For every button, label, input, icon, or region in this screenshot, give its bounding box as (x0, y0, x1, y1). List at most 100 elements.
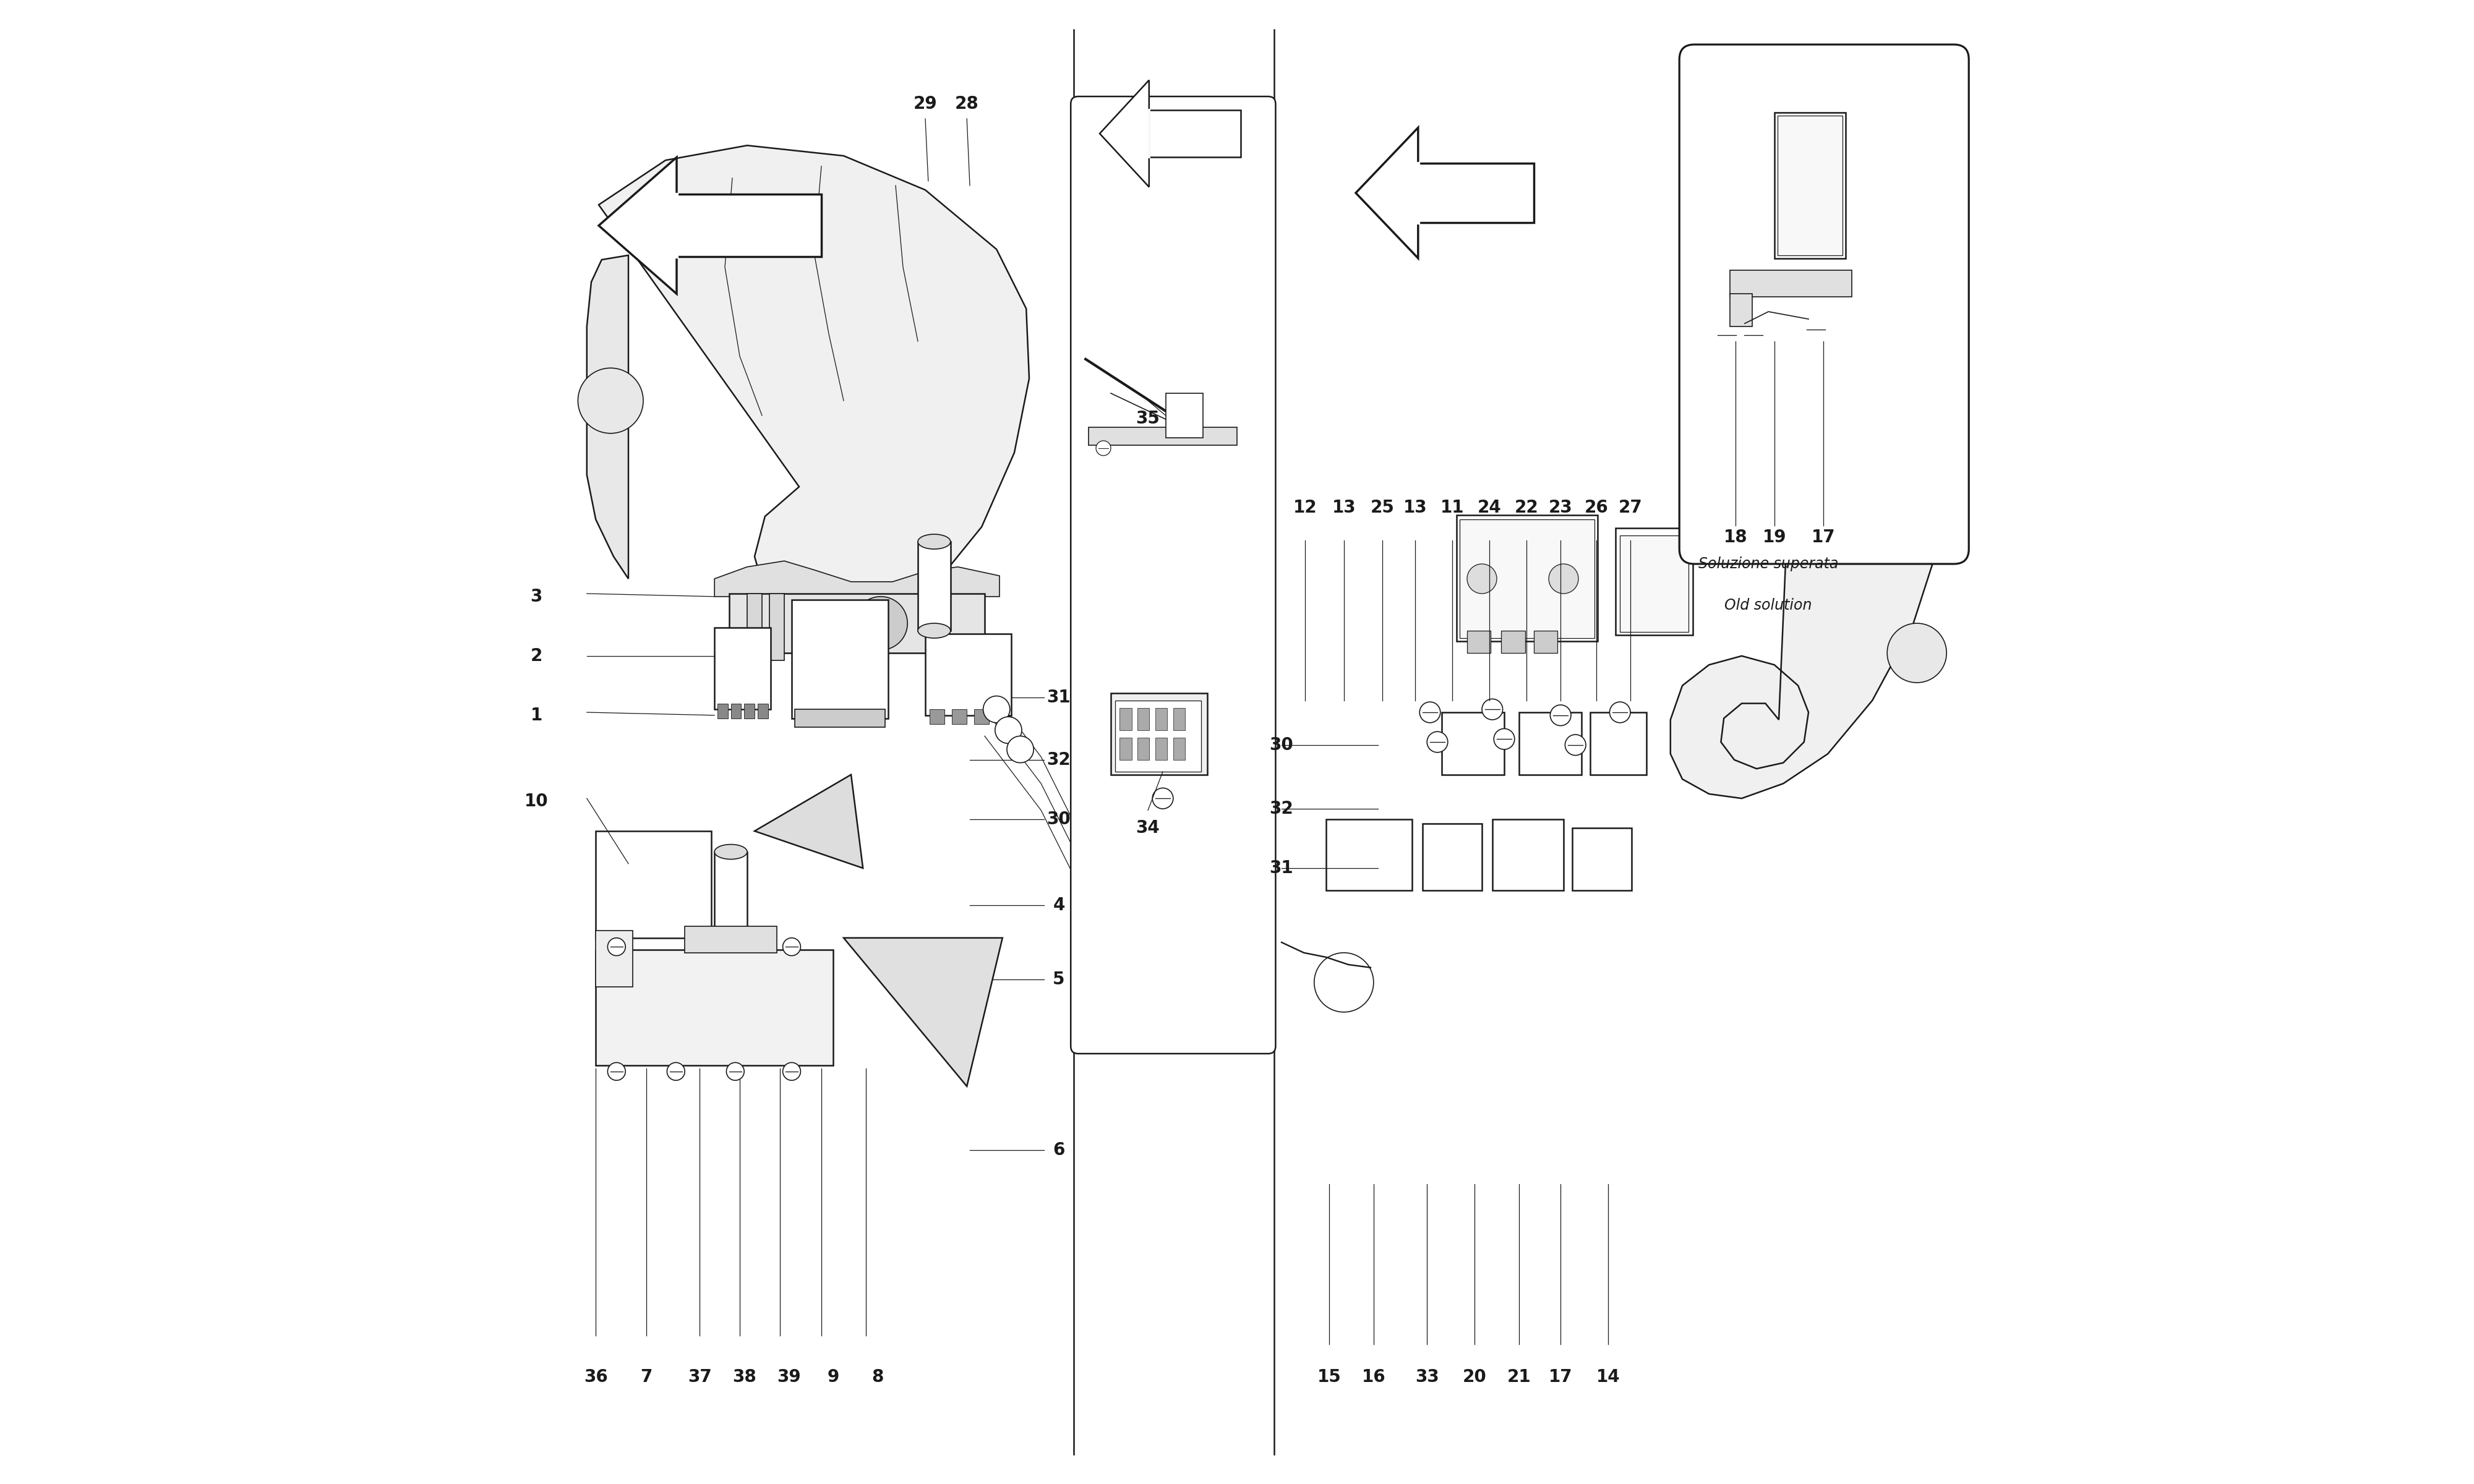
Text: 30: 30 (1269, 736, 1294, 754)
Circle shape (1804, 316, 1828, 343)
Circle shape (854, 597, 908, 650)
Text: 22: 22 (1514, 499, 1539, 516)
Bar (1460, 519, 1596, 638)
Text: 9: 9 (826, 1368, 839, 1386)
Circle shape (1096, 441, 1111, 456)
Bar (1418, 163, 1534, 223)
Bar (1326, 819, 1413, 890)
FancyBboxPatch shape (1071, 96, 1277, 1054)
Text: 21: 21 (1507, 1368, 1531, 1386)
Text: 20: 20 (1462, 1368, 1487, 1386)
Bar (717, 703, 727, 718)
Circle shape (579, 368, 643, 433)
Polygon shape (599, 157, 678, 294)
Bar (715, 628, 772, 709)
Polygon shape (715, 561, 999, 597)
Text: 24: 24 (1477, 499, 1502, 516)
Bar (1774, 113, 1846, 258)
Text: 31: 31 (1269, 859, 1294, 877)
Bar (1729, 270, 1851, 297)
Text: 13: 13 (1403, 499, 1427, 516)
Text: 23: 23 (1549, 499, 1573, 516)
Text: 12: 12 (1294, 499, 1316, 516)
Circle shape (1714, 322, 1739, 349)
Text: 19: 19 (1761, 528, 1786, 546)
Text: 18: 18 (1724, 528, 1747, 546)
Text: 31: 31 (1047, 689, 1071, 706)
Circle shape (1153, 788, 1173, 809)
Bar (1729, 294, 1752, 326)
Bar (792, 600, 888, 718)
Bar (1616, 528, 1692, 635)
Text: 16: 16 (1361, 1368, 1385, 1386)
Bar (1573, 828, 1633, 890)
Bar (1121, 708, 1131, 730)
Circle shape (609, 1063, 626, 1080)
Text: 32: 32 (1269, 800, 1294, 818)
Circle shape (1611, 702, 1630, 723)
Text: Soluzione superata: Soluzione superata (1700, 556, 1838, 571)
Circle shape (782, 938, 802, 956)
Bar (1423, 824, 1482, 890)
Polygon shape (730, 594, 985, 653)
Ellipse shape (918, 534, 950, 549)
Text: 32: 32 (1047, 751, 1071, 769)
Bar (1116, 700, 1202, 772)
Bar (1138, 738, 1150, 760)
Circle shape (1420, 702, 1440, 723)
Polygon shape (844, 938, 1002, 1086)
Text: 14: 14 (1596, 1368, 1620, 1386)
Text: 7: 7 (641, 1368, 653, 1386)
Circle shape (1427, 732, 1447, 752)
Text: 30: 30 (1047, 810, 1071, 828)
Bar (596, 950, 834, 1066)
Bar (757, 703, 767, 718)
Text: 35: 35 (1136, 410, 1160, 427)
Bar (1492, 819, 1564, 890)
Text: 6: 6 (1054, 1141, 1064, 1159)
Text: 13: 13 (1331, 499, 1356, 516)
Polygon shape (586, 255, 628, 579)
Text: 33: 33 (1415, 1368, 1440, 1386)
Bar (685, 926, 777, 953)
Text: 26: 26 (1583, 499, 1608, 516)
Text: 27: 27 (1618, 499, 1643, 516)
Circle shape (1482, 699, 1502, 720)
Bar (596, 831, 713, 938)
Circle shape (1494, 729, 1514, 749)
Bar (1457, 515, 1598, 641)
Text: 5: 5 (1054, 971, 1064, 988)
Bar (1467, 631, 1492, 653)
Text: 4: 4 (1054, 896, 1064, 914)
Bar (715, 852, 747, 938)
Bar (1148, 110, 1242, 157)
Text: 17: 17 (1549, 1368, 1573, 1386)
Bar (925, 634, 1012, 715)
Bar (1502, 631, 1524, 653)
Bar (975, 709, 990, 724)
Bar (1534, 631, 1559, 653)
Text: 36: 36 (584, 1368, 609, 1386)
Text: 8: 8 (871, 1368, 883, 1386)
Bar (1173, 708, 1185, 730)
Bar (1776, 116, 1843, 255)
Bar (952, 709, 967, 724)
Text: 39: 39 (777, 1368, 802, 1386)
Circle shape (782, 1063, 802, 1080)
Bar (930, 709, 945, 724)
Circle shape (1739, 322, 1766, 349)
Circle shape (1566, 735, 1586, 755)
Bar (1519, 712, 1581, 775)
Bar (1138, 708, 1150, 730)
Circle shape (1549, 564, 1578, 594)
Circle shape (1007, 736, 1034, 763)
Text: 25: 25 (1371, 499, 1395, 516)
Bar (678, 194, 821, 257)
Bar (1591, 712, 1648, 775)
Text: 1: 1 (529, 706, 542, 724)
Circle shape (1888, 623, 1947, 683)
Bar (918, 542, 950, 631)
Circle shape (668, 1063, 685, 1080)
Bar (794, 709, 886, 727)
Polygon shape (599, 145, 1029, 631)
